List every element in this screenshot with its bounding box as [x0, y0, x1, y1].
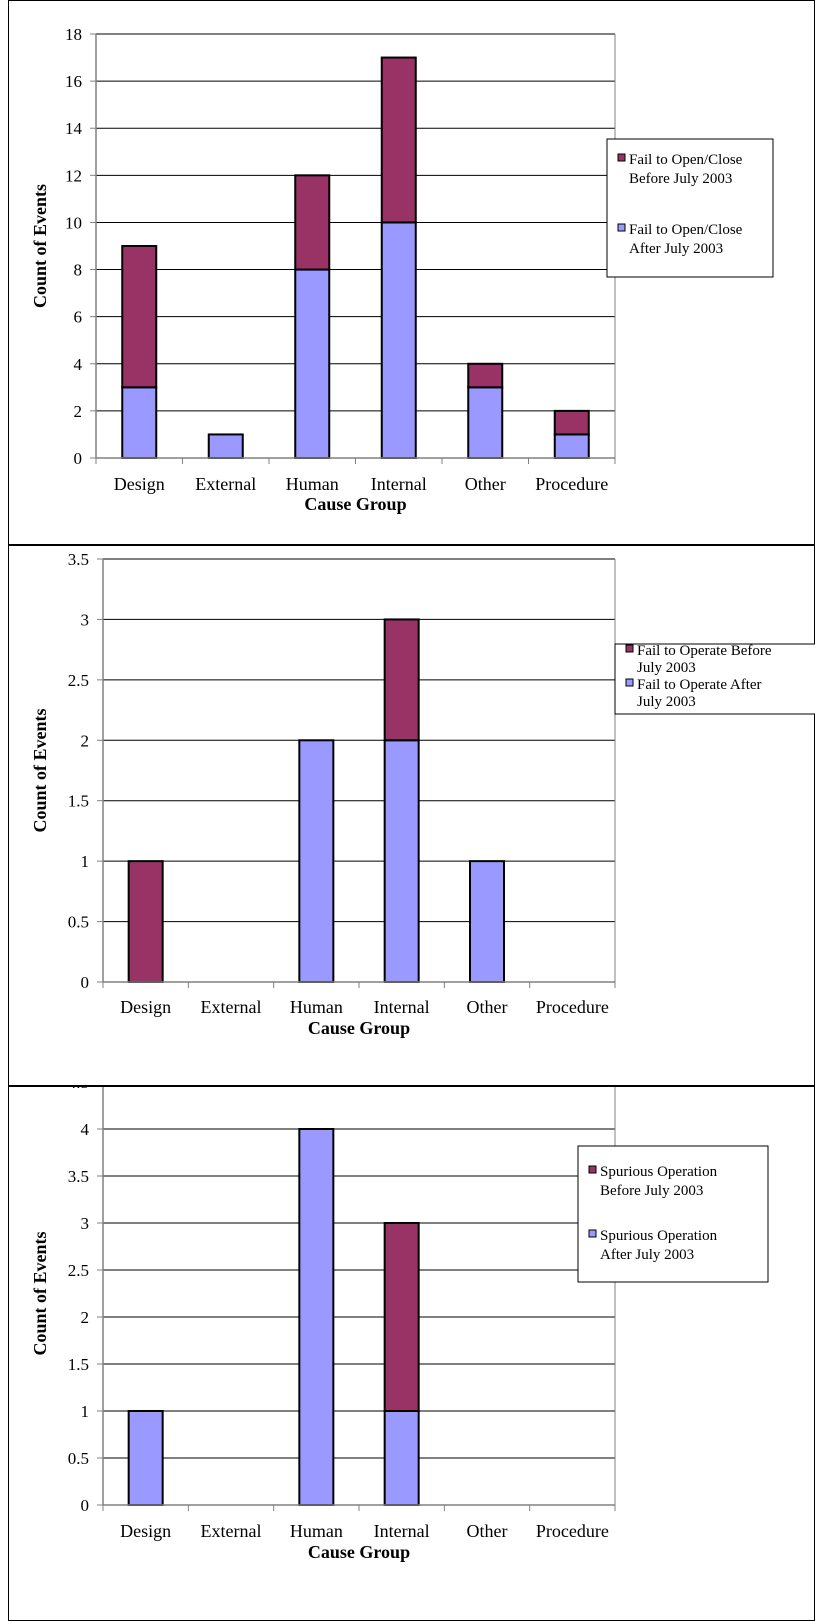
y-tick-label: 2.5 [68, 671, 89, 690]
x-tick-label-external: External [201, 1521, 262, 1541]
legend-label: Before July 2003 [629, 171, 732, 187]
legend-label: Fail to Open/Close [629, 222, 743, 238]
x-tick-label-external: External [195, 474, 256, 494]
y-tick-label: 0.5 [68, 913, 89, 932]
bar-after-design [121, 386, 158, 460]
x-tick-label-external: External [201, 997, 262, 1017]
x-tick-label-human: Human [290, 1521, 343, 1541]
chart-panel-open-close: 0 2 4 6 8 10 12 14 16 18 Design External Human Intern… [8, 0, 815, 545]
bar-before-other [467, 362, 504, 389]
legend-label: Before July 2003 [600, 1183, 703, 1199]
bar-after-internal [383, 739, 420, 983]
x-axis-title: Cause Group [308, 1018, 410, 1038]
legend-swatch-after [588, 1229, 597, 1238]
bar-before-human [294, 174, 331, 271]
legend-label: After July 2003 [629, 241, 723, 257]
y-tick-label: 18 [65, 25, 82, 44]
bar-before-design [127, 860, 164, 983]
y-tick-label: 1 [81, 852, 90, 871]
x-tick-label-internal: Internal [371, 474, 427, 494]
legend-swatch-after [617, 223, 626, 232]
y-tick-label: 14 [65, 119, 83, 138]
legend-box [614, 643, 815, 715]
x-tick-label-other: Other [467, 1521, 508, 1541]
chart-spurious: 0 0.5 1 1.5 2 2.5 3 3.5 4 4.5 Design External Human I… [30, 1087, 769, 1562]
legend-box [606, 138, 774, 278]
legend-label: Spurious Operation [600, 1164, 718, 1180]
x-tick-label-internal: Internal [374, 1521, 430, 1541]
y-tick-label: 10 [65, 213, 82, 232]
y-tick-label: 2.5 [68, 1261, 89, 1280]
bar-before-design [121, 245, 158, 389]
x-tick-label-procedure: Procedure [536, 1521, 609, 1541]
y-tick-label: 3 [81, 610, 90, 629]
y-tick-label: 0 [81, 1496, 90, 1515]
y-tick-label: 1.5 [68, 1355, 89, 1374]
bar-after-human [298, 1128, 335, 1506]
y-axis-title: Count of Events [30, 184, 50, 308]
y-tick-label: 0 [74, 449, 83, 468]
y-tick-label: 0 [81, 973, 90, 992]
legend-label: After July 2003 [600, 1247, 694, 1263]
x-tick-label-other: Other [467, 997, 508, 1017]
bar-before-internal [383, 618, 420, 742]
y-tick-label: 2 [81, 731, 90, 750]
legend-swatch-before [617, 153, 626, 162]
bar-after-human [298, 739, 335, 983]
x-tick-label-internal: Internal [374, 997, 430, 1017]
bar-after-external [207, 433, 244, 460]
y-tick-label: 4 [74, 355, 83, 374]
bar-before-internal [380, 56, 417, 224]
chart-panel-spurious: 0 0.5 1 1.5 2 2.5 3 3.5 4 4.5 Design External Human I… [8, 1086, 815, 1621]
bar-after-other [467, 386, 504, 460]
y-tick-label: 4 [81, 1120, 90, 1139]
bar-before-procedure [553, 409, 590, 436]
x-tick-label-design: Design [120, 997, 171, 1017]
y-tick-label: 3.5 [68, 550, 89, 569]
y-tick-label: 8 [74, 261, 83, 280]
legend-swatch-before [625, 644, 634, 653]
y-axis-title: Count of Events [30, 1231, 50, 1355]
y-tick-label: 12 [65, 166, 82, 185]
chart-open-close: 0 2 4 6 8 10 12 14 16 18 Design External Human Intern… [30, 25, 774, 514]
bar-before-internal [383, 1222, 420, 1412]
x-tick-label-human: Human [290, 997, 343, 1017]
y-tick-label: 1 [81, 1402, 90, 1421]
legend-label: July 2003 [637, 660, 696, 676]
legend-swatch-before [588, 1165, 597, 1174]
x-tick-label-procedure: Procedure [535, 474, 608, 494]
bar-after-other [469, 860, 505, 983]
bar-after-design [127, 1410, 164, 1506]
legend-box [577, 1145, 769, 1283]
legend-label: Spurious Operation [600, 1228, 718, 1244]
x-axis-title: Cause Group [304, 494, 406, 514]
legend-label: Fail to Open/Close [629, 152, 743, 168]
y-tick-label: 2 [74, 402, 83, 421]
y-tick-label: 0.5 [68, 1449, 89, 1468]
y-tick-label: 3 [81, 1214, 90, 1233]
bar-after-procedure [553, 433, 590, 460]
x-tick-label-design: Design [120, 1521, 171, 1541]
chart-operate: 0 0.5 1 1.5 2 2.5 3 3.5 Design External Human Inter… [30, 550, 815, 1038]
y-axis-title: Count of Events [30, 708, 50, 832]
x-axis-title: Cause Group [308, 1542, 410, 1562]
x-tick-label-design: Design [114, 474, 165, 494]
bar-after-human [294, 268, 331, 459]
y-tick-label: 3.5 [68, 1167, 89, 1186]
legend-label: Fail to Operate After [637, 677, 762, 693]
legend-swatch-after [625, 678, 634, 687]
bar-after-internal [383, 1410, 420, 1506]
y-tick-label: 2 [81, 1308, 90, 1327]
y-tick-label: 4.5 [68, 1087, 89, 1092]
legend-label: July 2003 [637, 694, 696, 710]
x-tick-label-human: Human [286, 474, 339, 494]
x-tick-label-other: Other [465, 474, 506, 494]
y-tick-label: 1.5 [68, 792, 89, 811]
bar-after-internal [380, 221, 417, 459]
chart-panel-operate: 0 0.5 1 1.5 2 2.5 3 3.5 Design External Human Inter… [8, 545, 815, 1086]
legend-label: Fail to Operate Before [637, 643, 772, 659]
y-tick-label: 16 [65, 72, 82, 91]
x-tick-label-procedure: Procedure [536, 997, 609, 1017]
y-tick-label: 6 [74, 308, 83, 327]
